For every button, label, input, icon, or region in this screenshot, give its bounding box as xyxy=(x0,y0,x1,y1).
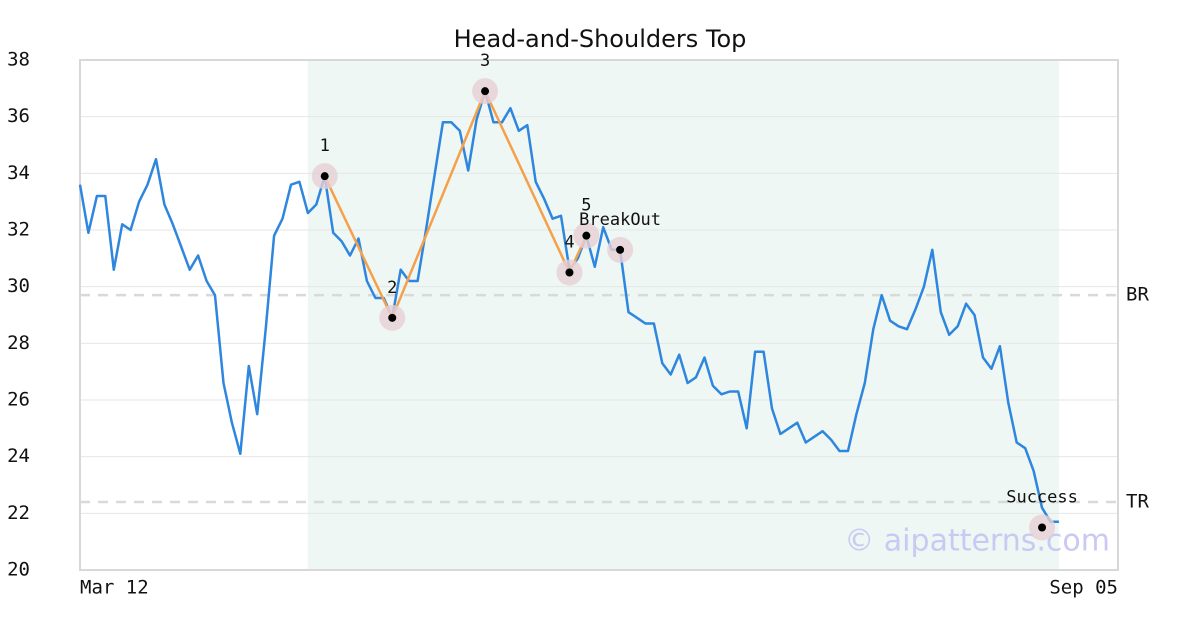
point-dot xyxy=(1038,523,1047,532)
point-label: 2 xyxy=(387,278,397,298)
x-tick-label: Sep 05 xyxy=(1049,577,1118,599)
pattern-point xyxy=(379,304,406,331)
point-label: 5 xyxy=(581,196,591,216)
highlight-region xyxy=(307,60,1059,570)
y-tick-label: 36 xyxy=(7,105,30,127)
point-label: BreakOut xyxy=(579,210,661,230)
pattern-point xyxy=(556,259,583,286)
y-tick-label: 32 xyxy=(7,219,30,241)
y-tick-label: 26 xyxy=(7,389,30,411)
watermark: © aipatterns.com xyxy=(844,524,1110,559)
point-dot xyxy=(582,231,591,240)
pattern-point xyxy=(311,163,338,190)
point-label: 4 xyxy=(564,233,574,253)
y-tick-label: 24 xyxy=(7,445,30,467)
y-tick-label: 38 xyxy=(7,49,30,71)
point-dot xyxy=(388,313,397,322)
point-dot xyxy=(481,87,490,96)
y-tick-label: 20 xyxy=(7,559,30,581)
y-tick-label: 28 xyxy=(7,332,30,354)
point-dot xyxy=(616,245,625,254)
pattern-point xyxy=(472,78,499,105)
y-tick-label: 34 xyxy=(7,162,30,184)
pattern-point xyxy=(1029,514,1056,541)
y-tick-label: 30 xyxy=(7,275,30,297)
point-label: 1 xyxy=(320,136,330,156)
point-dot xyxy=(565,268,574,277)
point-dot xyxy=(320,172,329,181)
reference-label: TR xyxy=(1126,491,1149,513)
pattern-point xyxy=(607,236,634,263)
x-tick-label: Mar 12 xyxy=(80,577,149,599)
y-tick-label: 22 xyxy=(7,502,30,524)
pattern-point xyxy=(573,222,600,249)
reference-label: BR xyxy=(1126,284,1149,306)
plot-frame xyxy=(79,59,1119,571)
chart-title: Head-and-Shoulders Top xyxy=(454,25,747,53)
point-label: Success xyxy=(1006,488,1078,508)
point-label: 3 xyxy=(480,51,490,71)
